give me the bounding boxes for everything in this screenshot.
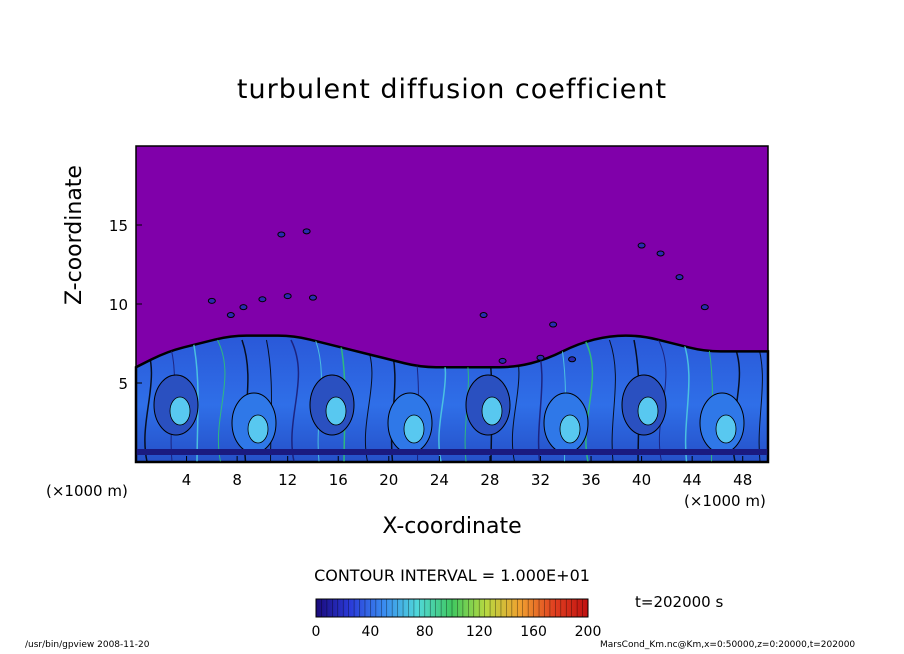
contour-blob: [536, 354, 545, 361]
contour-blob: [498, 357, 507, 364]
x-tick-label: 36: [581, 471, 600, 489]
contour-blob: [656, 250, 665, 257]
contour-texture: [136, 339, 768, 462]
y-axis-ticks: 5 10 15: [109, 217, 142, 393]
x-tick-label: 40: [632, 471, 651, 489]
x-tick-label: 24: [430, 471, 449, 489]
colorbar-tick-label: 80: [416, 624, 434, 640]
y-tick-label: 10: [109, 296, 128, 314]
turbulent-layer: [134, 228, 770, 464]
x-tick-label: 12: [278, 471, 297, 489]
contour-blob: [258, 296, 267, 303]
contour-blob: [207, 297, 216, 304]
contour-blob: [568, 356, 577, 363]
x-axis-unit: (×1000 m): [684, 492, 766, 510]
x-tick-label: 20: [379, 471, 398, 489]
contour-blob: [637, 242, 646, 249]
contour-blob: [308, 294, 317, 301]
x-tick-label: 44: [683, 471, 702, 489]
colorbar-tick-label: 200: [575, 624, 602, 640]
contour-blob: [277, 231, 286, 238]
footer-right: MarsCond_Km.nc@Km,x=0:50000,z=0:20000,t=…: [600, 640, 856, 650]
contour-blob: [226, 312, 235, 319]
contour-blob: [549, 321, 558, 328]
chart-title: turbulent diffusion coefficient: [236, 74, 668, 105]
contour-blob: [675, 274, 684, 281]
turbulent-region: [134, 334, 770, 464]
colorbar-tick-label: 120: [466, 624, 493, 640]
x-axis-label: X-coordinate: [382, 514, 522, 539]
x-tick-label: 32: [531, 471, 550, 489]
x-tick-label: 48: [733, 471, 752, 489]
contour-blob: [700, 304, 709, 311]
x-tick-label: 4: [182, 471, 192, 489]
footer-left: /usr/bin/gpview 2008-11-20: [25, 640, 150, 650]
y-axis-label: Z-coordinate: [62, 165, 87, 305]
contour-blob: [302, 228, 311, 235]
colorbar: 0 40 80 120 160 200: [312, 598, 602, 640]
x-axis-ticks: 4 8 12 16 20 24 28 32 36 40 44 48: [182, 456, 752, 489]
colorbar-tick-label: 160: [520, 624, 547, 640]
y-axis-unit: (×1000 m): [46, 482, 128, 500]
y-tick-label: 5: [118, 375, 128, 393]
x-tick-label: 16: [329, 471, 348, 489]
colorbar-tick-label: 40: [361, 624, 379, 640]
contour-interval: CONTOUR INTERVAL = 1.000E+01: [314, 566, 590, 585]
contour-blob: [479, 312, 488, 319]
contour-blob: [283, 293, 292, 300]
y-tick-label: 15: [109, 217, 128, 235]
contour-blob: [239, 304, 248, 311]
time-label: t=202000 s: [635, 593, 724, 611]
x-tick-label: 28: [480, 471, 499, 489]
colorbar-tick-label: 0: [312, 624, 321, 640]
x-tick-label: 8: [232, 471, 242, 489]
